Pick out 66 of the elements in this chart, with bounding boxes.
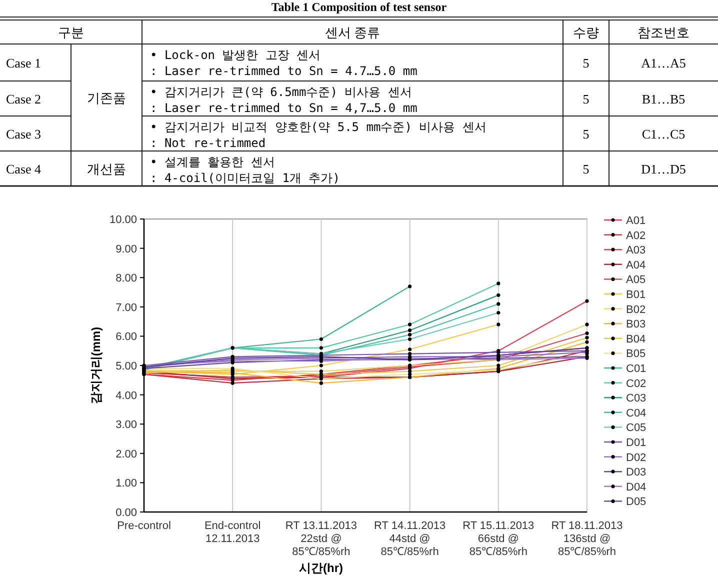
y-tick-label: 1.00 xyxy=(116,478,137,490)
x-tick-label: RT 18.11.2013 136std @ 85℃/85%rh xyxy=(551,520,623,558)
legend-label: D05 xyxy=(626,496,646,508)
x-tick-label: End-control 12.11.2013 xyxy=(204,520,261,545)
y-tick-label: 6.00 xyxy=(116,331,137,344)
legend-label: C02 xyxy=(626,378,646,390)
text: C1…C5 xyxy=(642,126,686,142)
text: 5 xyxy=(582,162,590,176)
legend-label: D03 xyxy=(626,466,646,479)
text: D1…D5 xyxy=(641,162,686,176)
text: 기존품 xyxy=(87,90,126,106)
text: Case 3 xyxy=(6,126,42,142)
text: Case 1 xyxy=(6,56,42,70)
legend-label: C03 xyxy=(626,392,646,405)
legend-label: B03 xyxy=(626,318,646,331)
y-axis-title: 감지거리(mm) xyxy=(89,326,103,404)
text: 5 xyxy=(582,92,590,106)
legend-label: C04 xyxy=(626,407,646,420)
text: • 감지거리가 큰(약 6.5mm수준) 비사용 센서 xyxy=(150,85,412,99)
legend-label: B04 xyxy=(626,333,646,346)
x-tick-label: RT 15.11.2013 66std @ 85℃/85%rh xyxy=(462,520,534,558)
text: 참조번호 xyxy=(638,25,690,40)
text: • Lock-on 발생한 고장 센서 xyxy=(150,48,321,62)
x-tick-label: Pre-control xyxy=(117,520,171,532)
legend-label: A02 xyxy=(626,230,646,242)
legend-label: A03 xyxy=(626,244,646,257)
text: : Laser re-trimmed to Sn = 4.7…5.0 mm xyxy=(150,64,418,78)
y-tick-label: 4.00 xyxy=(116,390,137,402)
text: Table 1 Composition of test sensor xyxy=(271,0,448,14)
text: : Laser re-trimmed to Sn = 4,7…5.0 mm xyxy=(150,101,418,115)
y-tick-label: 7.00 xyxy=(116,302,137,314)
text: 5 xyxy=(582,126,590,142)
y-tick-label: 0.00 xyxy=(116,507,137,519)
text: • 설계를 활용한 센서 xyxy=(150,155,275,169)
legend-label: D04 xyxy=(626,481,646,494)
legend-label: B01 xyxy=(626,289,646,301)
y-tick-label: 10.00 xyxy=(109,214,137,226)
y-tick-label: 9.00 xyxy=(116,243,137,256)
legend-label: A05 xyxy=(626,274,646,286)
text: 개선품 xyxy=(87,162,126,176)
legend-label: C01 xyxy=(626,363,646,375)
text: B1…B5 xyxy=(642,92,686,106)
y-tick-label: 8.00 xyxy=(116,272,137,285)
legend-label: A04 xyxy=(626,259,646,272)
y-tick-label: 3.00 xyxy=(116,419,137,432)
x-tick-label: RT 13.11.2013 22std @ 85℃/85%rh xyxy=(285,520,357,558)
legend-label: B02 xyxy=(626,304,646,316)
text: Case 4 xyxy=(6,162,42,176)
text: 5 xyxy=(582,56,590,70)
x-tick-label: RT 14.11.2013 44std @ 85℃/85%rh xyxy=(374,520,446,558)
legend-label: A01 xyxy=(626,215,646,227)
legend-label: D01 xyxy=(626,437,646,449)
text: 센서 종류 xyxy=(324,25,380,40)
text: 수량 xyxy=(573,25,599,40)
text: A1…A5 xyxy=(641,56,686,70)
text: 구분 xyxy=(58,25,84,40)
y-tick-label: 2.00 xyxy=(116,448,137,460)
y-tick-label: 5.00 xyxy=(116,360,137,372)
legend-label: D02 xyxy=(626,452,646,464)
text: : Not re-trimmed xyxy=(150,136,266,150)
legend-label: C05 xyxy=(626,422,646,434)
text: Case 2 xyxy=(6,92,42,106)
legend-label: B05 xyxy=(626,348,646,360)
text: : 4-coil(이미터코일 1개 추가) xyxy=(150,171,340,185)
text: • 감지거리가 비교적 양호한(약 5.5 mm수준) 비사용 센서 xyxy=(150,120,486,134)
x-axis-title: 시간(hr) xyxy=(299,561,343,575)
